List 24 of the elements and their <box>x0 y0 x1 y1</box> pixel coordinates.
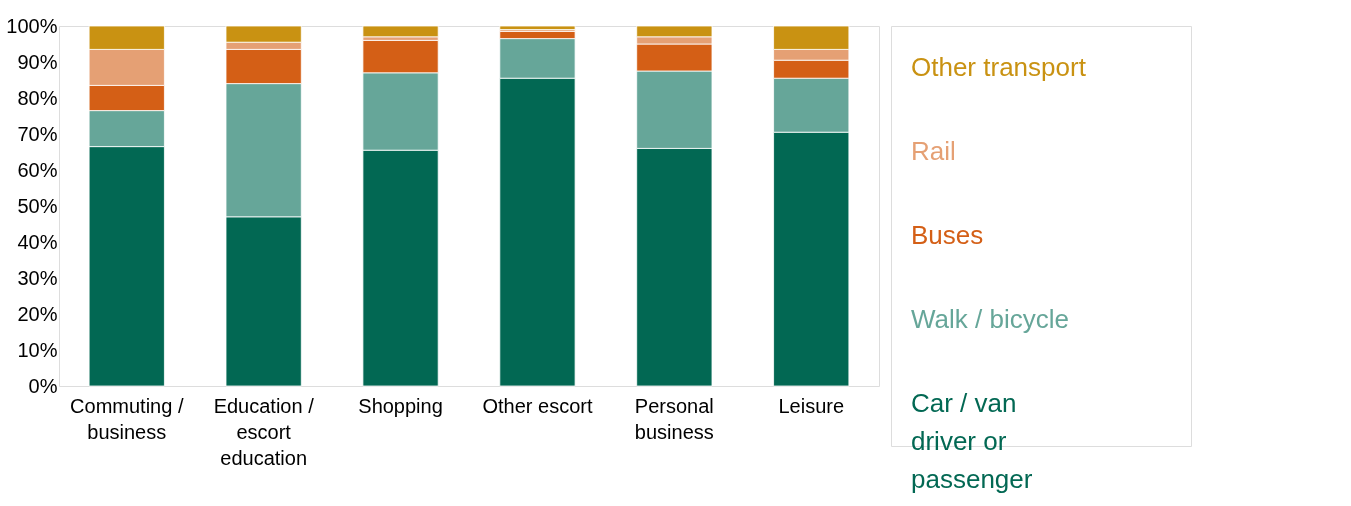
y-tick-label: 0% <box>28 374 58 397</box>
x-tick-label: Personal business <box>634 394 714 443</box>
x-tick-label: Education / escort education <box>213 394 315 469</box>
text: Rail <box>911 136 956 166</box>
x-tick-label: Other escort <box>482 394 593 417</box>
x-tick-label: Commuting / business <box>70 394 184 443</box>
text: Car / van driver or passenger <box>911 388 1033 494</box>
bar <box>499 25 576 30</box>
text: Walk / bicycle <box>911 304 1069 334</box>
bar <box>362 25 439 38</box>
y-tick-label: 100% <box>6 14 58 37</box>
y-tick-label: 10% <box>17 338 58 361</box>
y-tick-label: 70% <box>17 122 58 145</box>
y-tick-label: 40% <box>17 230 58 253</box>
y-tick-label: 30% <box>17 266 58 289</box>
y-tick-label: 80% <box>17 86 58 109</box>
y-tick-label: 50% <box>17 194 58 217</box>
y-tick-label: 20% <box>17 302 58 325</box>
text: Other transport <box>911 52 1087 82</box>
x-tick-label: Leisure <box>778 394 845 417</box>
x-tick-label: Shopping <box>358 394 443 417</box>
y-tick-label: 60% <box>17 158 58 181</box>
y-tick-label: 90% <box>17 50 58 73</box>
text: Buses <box>911 220 984 250</box>
